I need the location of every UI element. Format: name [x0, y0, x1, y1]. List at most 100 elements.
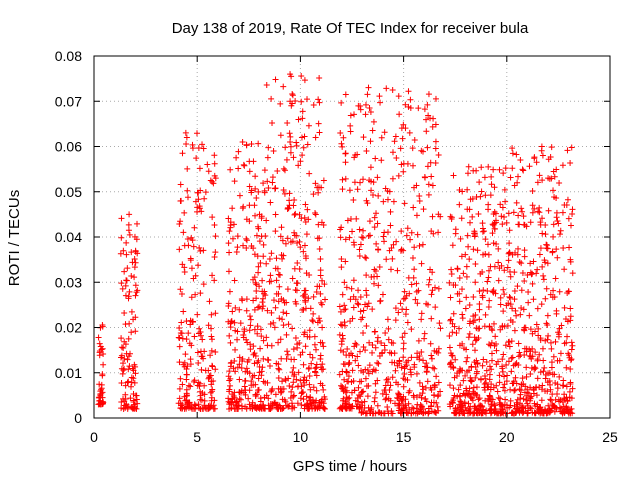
data-point [409, 254, 416, 261]
data-point [340, 395, 347, 402]
data-point [176, 335, 183, 342]
data-point [122, 395, 129, 402]
data-point [534, 179, 541, 186]
data-point [344, 217, 351, 224]
data-point [338, 99, 345, 106]
data-point [530, 296, 537, 303]
data-point [310, 191, 317, 198]
data-point [279, 316, 286, 323]
data-point [397, 145, 404, 152]
data-point [347, 296, 354, 303]
data-point [250, 158, 257, 165]
data-point [118, 280, 125, 287]
data-point [533, 392, 540, 399]
data-point [275, 405, 282, 412]
data-point [447, 213, 454, 220]
data-point [493, 347, 500, 354]
data-point [261, 189, 268, 196]
data-point [126, 231, 133, 238]
data-point [402, 101, 409, 108]
data-point [479, 362, 486, 369]
data-point [260, 402, 267, 409]
x-tick-label: 5 [193, 429, 201, 445]
data-point [194, 189, 201, 196]
data-point [304, 206, 311, 213]
data-point [475, 211, 482, 218]
data-point [357, 393, 364, 400]
data-point [507, 294, 514, 301]
data-point [466, 256, 473, 263]
data-point [362, 254, 369, 261]
data-point [372, 410, 379, 417]
data-point [559, 162, 566, 169]
data-point [302, 201, 309, 208]
data-point [551, 293, 558, 300]
data-point [497, 408, 504, 415]
data-point [128, 249, 135, 256]
data-point [117, 250, 124, 257]
data-point [567, 313, 574, 320]
data-point [300, 292, 307, 299]
data-point [288, 400, 295, 407]
data-point [311, 341, 318, 348]
data-point [467, 219, 474, 226]
data-point [360, 307, 367, 314]
data-point [452, 356, 459, 363]
data-point [407, 105, 414, 112]
data-point [288, 73, 295, 80]
data-point [456, 393, 463, 400]
data-point [505, 358, 512, 365]
data-point [297, 244, 304, 251]
data-point [497, 301, 504, 308]
data-point [499, 409, 506, 416]
data-point [430, 391, 437, 398]
data-point [289, 92, 296, 99]
data-point [286, 382, 293, 389]
data-point [399, 306, 406, 313]
data-point [353, 341, 360, 348]
data-point [432, 284, 439, 291]
data-point [393, 154, 400, 161]
data-point [485, 384, 492, 391]
data-point [226, 368, 233, 375]
data-point [297, 158, 304, 165]
data-point [255, 225, 262, 232]
data-point [370, 191, 377, 198]
data-point [184, 363, 191, 370]
data-point [372, 380, 379, 387]
data-point [196, 244, 203, 251]
data-point [455, 386, 462, 393]
data-point [456, 325, 463, 332]
data-point [126, 211, 133, 218]
data-point [462, 305, 469, 312]
data-point [375, 246, 382, 253]
data-point [230, 365, 237, 372]
data-point [182, 351, 189, 358]
data-point [287, 143, 294, 150]
data-point [482, 311, 489, 318]
data-point [181, 359, 188, 366]
data-point [272, 400, 279, 407]
data-point [502, 396, 509, 403]
data-point [294, 400, 301, 407]
data-point [125, 378, 132, 385]
data-point [450, 395, 457, 402]
data-point [228, 359, 235, 366]
data-point [260, 253, 267, 260]
data-point [231, 358, 238, 365]
data-point [270, 297, 277, 304]
data-point [501, 267, 508, 274]
data-point [343, 368, 350, 375]
data-point [350, 239, 357, 246]
data-point [232, 346, 239, 353]
data-point [245, 356, 252, 363]
data-point [488, 401, 495, 408]
data-point [375, 360, 382, 367]
data-point [538, 143, 545, 150]
data-point [416, 409, 423, 416]
data-point [502, 342, 509, 349]
data-point [567, 357, 574, 364]
data-point [540, 368, 547, 375]
data-point [382, 330, 389, 337]
data-point [193, 155, 200, 162]
